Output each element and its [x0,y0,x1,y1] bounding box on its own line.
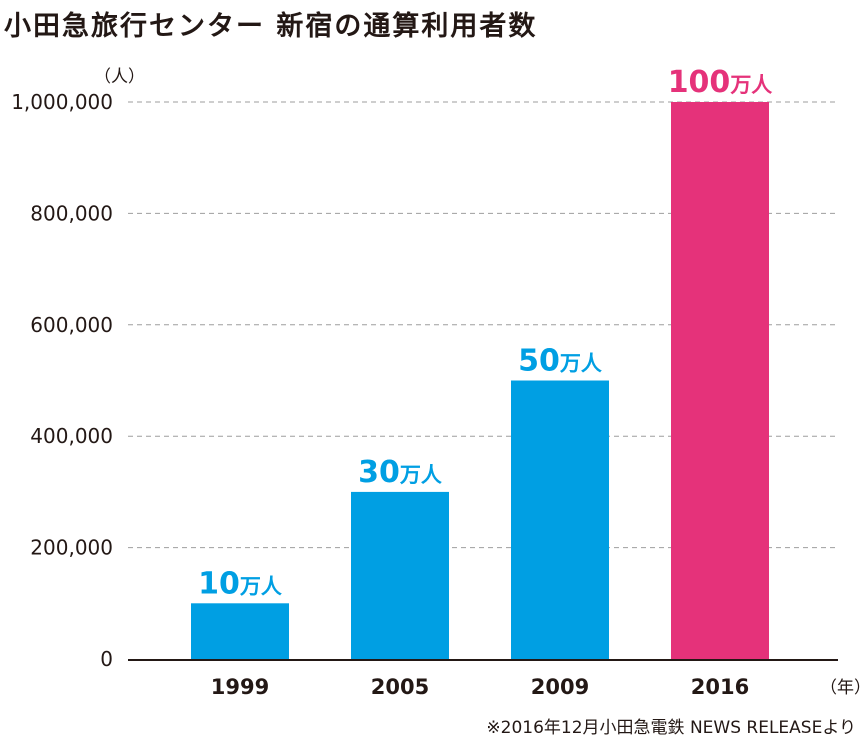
data-label: 30万人 [358,455,442,490]
x-tick-label: 2005 [371,675,429,699]
data-label: 10万人 [198,566,282,601]
chart-title: 小田急旅行センター 新宿の通算利用者数 [4,11,538,42]
bar [671,102,769,659]
x-tick-label: 1999 [211,675,269,699]
x-axis-unit: （年） [820,678,860,698]
y-tick-label: 600,000 [30,313,113,337]
x-tick-label: 2016 [691,675,749,699]
bar [351,491,449,659]
bar [191,603,289,659]
y-tick-label: 0 [100,647,113,671]
x-tick-label: 2009 [531,675,589,699]
y-tick-label: 1,000,000 [11,90,113,114]
y-tick-label: 800,000 [30,201,113,225]
source-note: ※2016年12月小田急電鉄 NEWS RELEASEより [486,718,856,738]
data-label: 100万人 [668,65,773,100]
data-label: 50万人 [518,344,602,379]
bar [511,380,609,659]
y-tick-label: 400,000 [30,424,113,448]
y-axis-unit: （人） [94,67,145,87]
y-tick-label: 200,000 [30,536,113,560]
